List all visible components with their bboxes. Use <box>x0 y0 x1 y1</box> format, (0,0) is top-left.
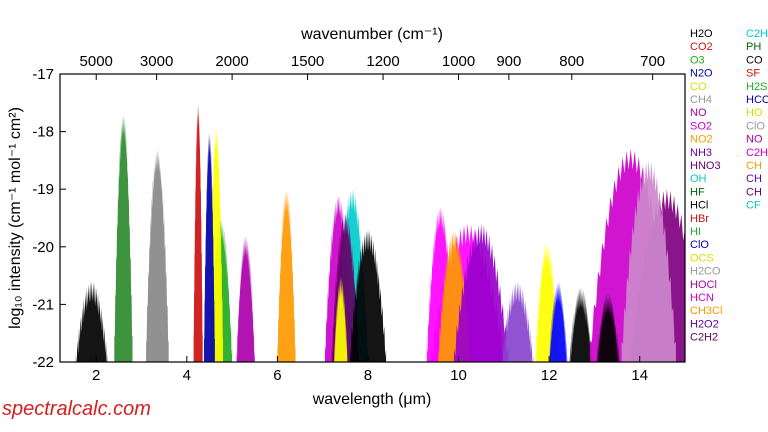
band-co2-24 <box>621 160 676 362</box>
top-axis-title: wavenumber (cm⁻¹) <box>300 26 443 43</box>
y-tick-label: -17 <box>32 66 54 83</box>
y-tick-label: -22 <box>32 354 54 371</box>
top-tick-label: 2000 <box>215 53 248 70</box>
legend-entry: NO <box>746 134 763 146</box>
top-tick-label: 1200 <box>366 53 399 70</box>
y-tick-label: -18 <box>32 124 54 141</box>
plot-frame <box>59 73 686 363</box>
band-hno3-20 <box>549 281 568 362</box>
legend-entry: CH <box>746 186 762 198</box>
band-no2-8 <box>277 189 296 362</box>
x-axis-title: wavelength (μm) <box>312 391 432 408</box>
legend-entry: ClO <box>690 239 709 251</box>
legend-entry: CH3Cl <box>690 305 722 317</box>
band-ocs-12 <box>334 275 348 362</box>
legend-entry: PH <box>746 41 761 53</box>
y-tick-label: -21 <box>32 296 54 313</box>
top-tick-label: 3000 <box>140 53 173 70</box>
x-tick-label: 10 <box>450 367 467 384</box>
legend-entry: CO2 <box>690 41 713 53</box>
legend-entry: H2O <box>690 28 713 40</box>
y-axis-title: log₁₀ intensity (cm⁻¹ mol⁻¹ cm²) <box>7 107 24 329</box>
legend-entry: ClO <box>746 120 765 132</box>
legend-entry: C2H <box>746 147 768 159</box>
legend-entry: NO <box>690 107 707 119</box>
legend-entry: C2H2 <box>690 332 718 344</box>
legend-entry: N2O <box>690 68 713 80</box>
band-h2o2-18 <box>501 281 534 362</box>
legend-entry: CH4 <box>690 94 712 106</box>
legend-entry: H2O2 <box>690 318 719 330</box>
x-axis-ticks: 2 4 6 8 10 12 14 <box>92 356 648 384</box>
x-tick-label: 14 <box>631 367 648 384</box>
legend-entry: SO2 <box>690 120 712 132</box>
top-tick-label: 1000 <box>442 53 475 70</box>
band-c2h2-21 <box>569 287 593 362</box>
legend-entry: OCS <box>690 252 714 264</box>
band-n2o-6 <box>204 131 215 362</box>
legend-entry: H2S <box>746 81 767 93</box>
band-nh3-17 <box>454 223 509 362</box>
top-tick-label: 1500 <box>291 53 324 70</box>
legend-entry: OH <box>690 173 707 185</box>
top-tick-label: 900 <box>496 53 521 70</box>
legend-entry: CO <box>690 81 707 93</box>
band-co2-1 <box>114 114 133 362</box>
legend-entry: HCN <box>690 292 714 304</box>
top-axis-ticks: 5000 3000 2000 1500 1200 1000 900 800 700 <box>80 53 665 80</box>
band-co2-4 <box>193 102 203 362</box>
legend-entry: CH <box>746 160 762 172</box>
legend-entry: HBr <box>690 213 709 225</box>
band-ch3cl-25 <box>596 292 620 362</box>
legend-entry: HCl <box>690 200 708 212</box>
legend-entry: HI <box>690 226 701 238</box>
x-tick-label: 2 <box>92 367 100 384</box>
top-tick-label: 800 <box>559 53 584 70</box>
x-tick-label: 4 <box>183 367 191 384</box>
legend-entry: CF <box>746 200 761 212</box>
legend-entry: SF <box>746 68 760 80</box>
y-axis-ticks: -22 -21 -20 -19 -18 -17 <box>32 66 66 371</box>
x-tick-label: 8 <box>364 367 372 384</box>
legend-entry: HCO <box>746 94 768 106</box>
watermark-text: spectralcalc.com <box>2 398 151 420</box>
legend-entry: H2CO <box>690 266 721 278</box>
legend-entry: CO <box>746 54 763 66</box>
legend-entry: C2H <box>746 28 768 40</box>
band-no-7 <box>236 235 255 362</box>
legend-entry: HNO3 <box>690 160 721 172</box>
legend-entry: O3 <box>690 54 705 66</box>
band-h2o-0 <box>75 281 108 362</box>
legend-entry: CH <box>746 173 762 185</box>
y-tick-label: -20 <box>32 239 54 256</box>
legend-entry: HOCl <box>690 279 717 291</box>
legend-entry: NO2 <box>690 134 713 146</box>
legend-entry: HF <box>690 186 705 198</box>
band-h2o-13 <box>349 229 387 362</box>
absorption-bands <box>75 102 685 362</box>
band-ch4-2 <box>146 148 169 362</box>
legend-entry: HO <box>746 107 763 119</box>
legend-entry: NH3 <box>690 147 712 159</box>
x-tick-label: 6 <box>273 367 281 384</box>
top-tick-label: 5000 <box>80 53 113 70</box>
y-tick-label: -19 <box>32 181 54 198</box>
top-tick-label: 700 <box>640 53 665 70</box>
x-tick-label: 12 <box>541 367 558 384</box>
